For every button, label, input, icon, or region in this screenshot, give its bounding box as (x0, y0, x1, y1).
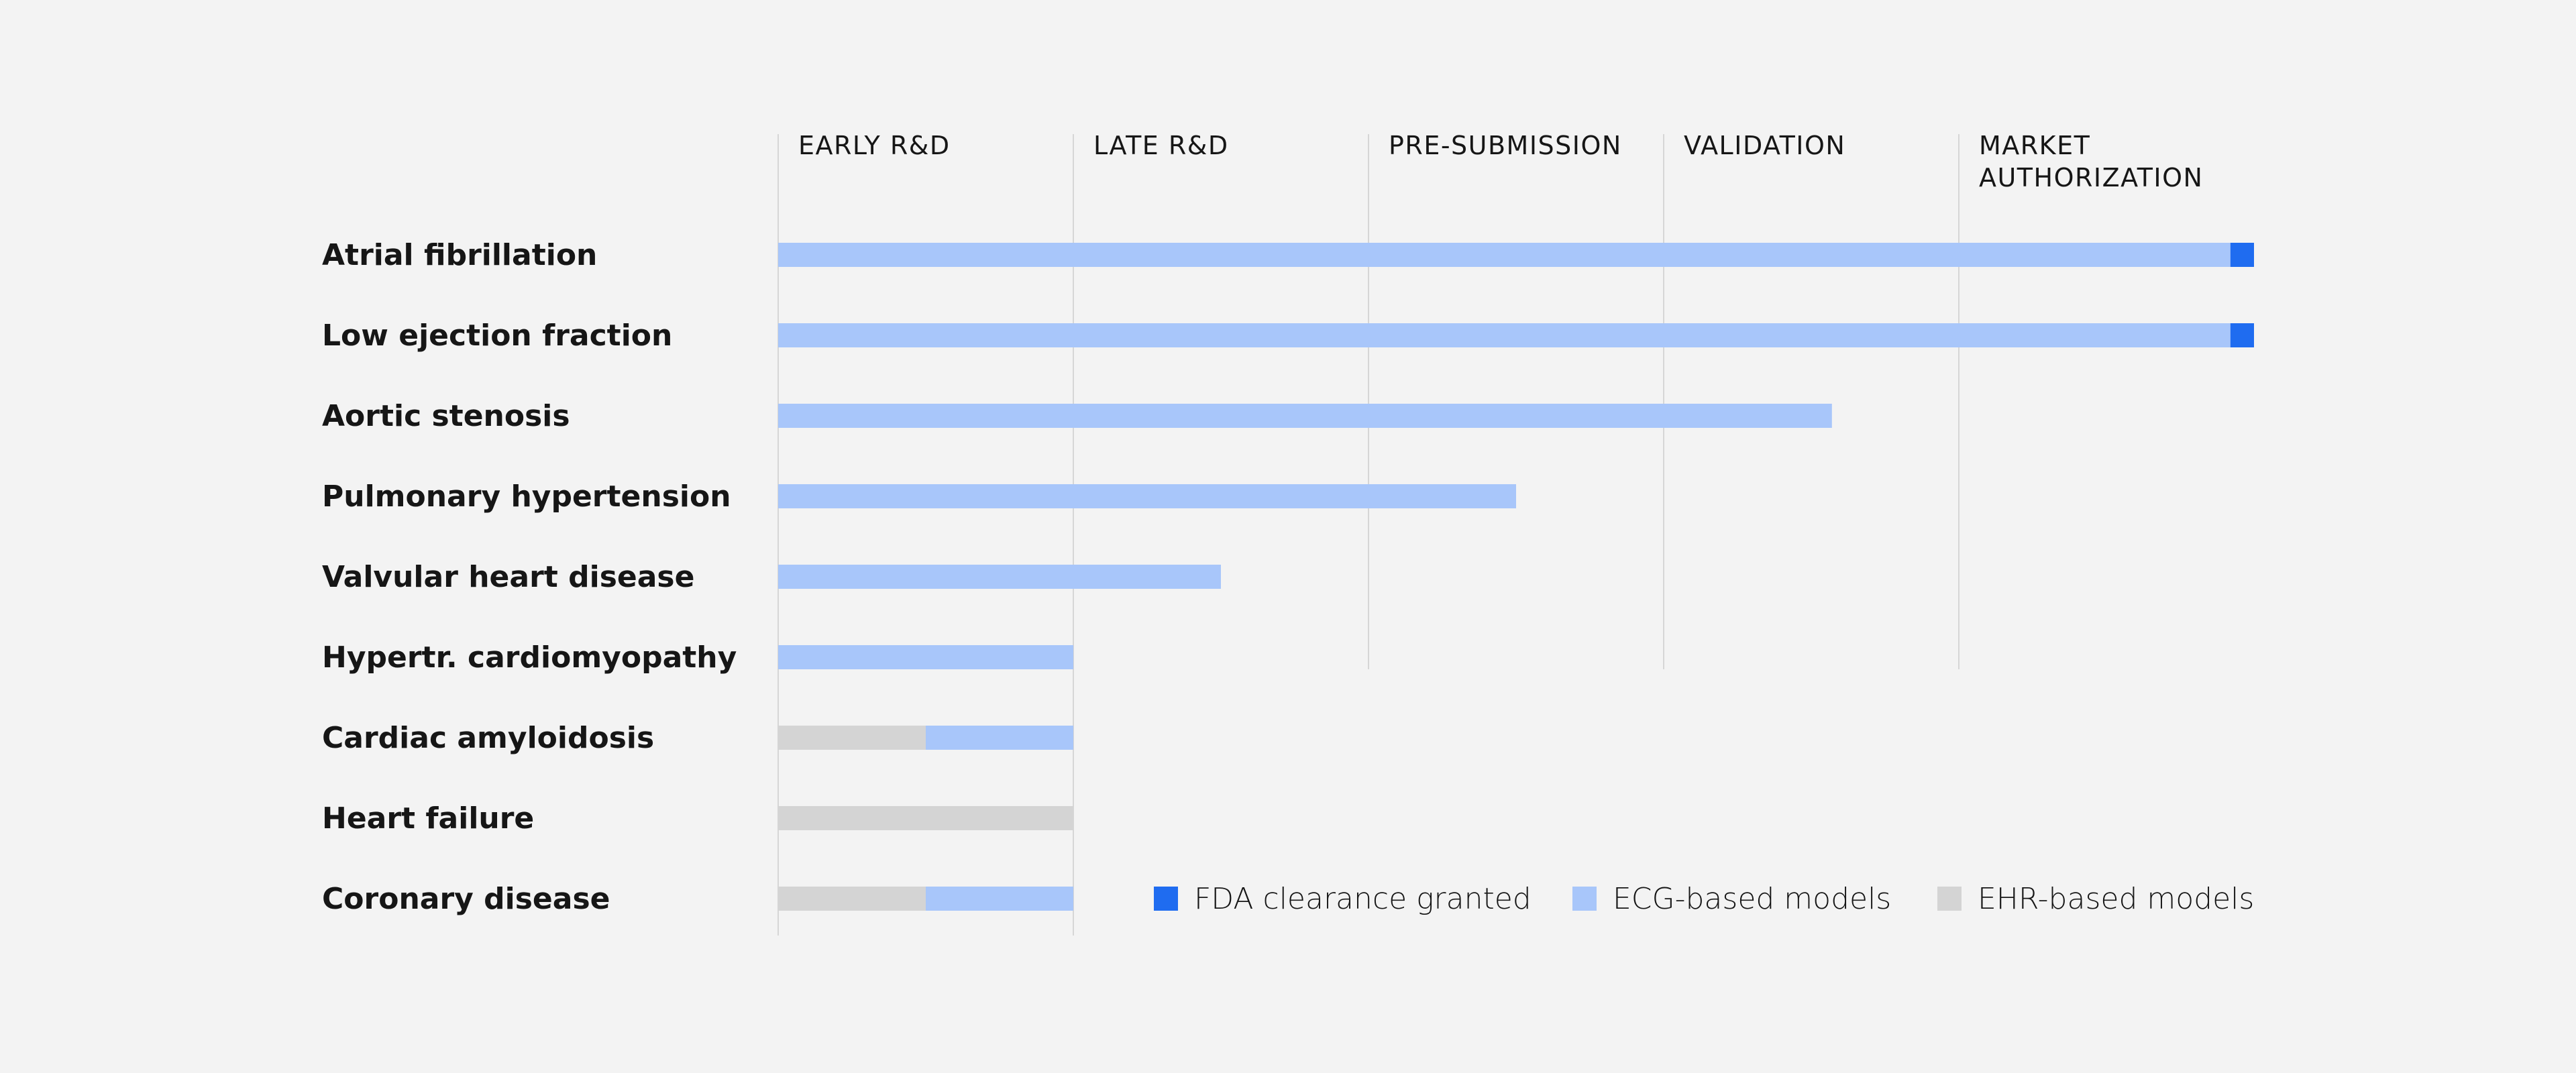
bar-pulmonary-hypertension-ecg-based-models (778, 484, 1516, 508)
legend-swatch-ehr-based-models (1937, 887, 1962, 911)
bar-coronary-disease-ehr-based-models (778, 887, 926, 911)
row-label-heart-failure: Heart failure (322, 801, 534, 836)
row-labels: Atrial fibrillation Low ejection fraction… (322, 238, 737, 916)
legend-swatch-ecg-based-models (1572, 887, 1597, 911)
bar-cardiac-amyloidosis-ehr-based-models (778, 726, 926, 750)
legend: FDA clearance granted ECG-based models EHR… (1154, 882, 2254, 916)
bar-atrial-fibrillation-ecg-based-models (778, 243, 2231, 267)
row-label-valvular-heart-disease: Valvular heart disease (322, 560, 694, 594)
bar-atrial-fibrillation-fda-clearance-granted (2230, 243, 2254, 267)
bar-low-ejection-fraction-ecg-based-models (778, 323, 2231, 347)
stage-label-validation: VALIDATION (1684, 131, 1845, 160)
stage-label-market-authorization: MARKET AUTHORIZATION (1979, 131, 2203, 192)
legend-label-fda-clearance-granted: FDA clearance granted (1194, 882, 1532, 916)
stage-label-early-r-d: EARLY R&D (798, 131, 951, 160)
stage-label-late-r-d: LATE R&D (1093, 131, 1229, 160)
bar-aortic-stenosis-ecg-based-models (778, 404, 1832, 428)
row-label-low-ejection-fraction: Low ejection fraction (322, 319, 672, 353)
bars (778, 243, 2254, 911)
row-label-coronary-disease: Coronary disease (322, 882, 610, 916)
bar-hypertr-cardiomyopathy-ecg-based-models (778, 645, 1073, 669)
legend-swatch-fda-clearance-granted (1154, 887, 1178, 911)
legend-label-ehr-based-models: EHR-based models (1978, 882, 2254, 916)
stage-label-pre-submission: PRE-SUBMISSION (1389, 131, 1622, 160)
bar-valvular-heart-disease-ecg-based-models (778, 565, 1221, 589)
row-label-hypertr-cardiomyopathy: Hypertr. cardiomyopathy (322, 640, 737, 675)
stage-headers: EARLY R&D LATE R&D PRE-SUBMISSION VALIDATIO… (798, 131, 2203, 192)
row-label-aortic-stenosis: Aortic stenosis (322, 399, 570, 433)
stage-gridlines (777, 134, 1960, 936)
bar-coronary-disease-ecg-based-models (926, 887, 1073, 911)
bar-cardiac-amyloidosis-ecg-based-models (926, 726, 1073, 750)
bar-heart-failure-ehr-based-models (778, 806, 1073, 830)
legend-label-ecg-based-models: ECG-based models (1613, 882, 1891, 916)
row-label-pulmonary-hypertension: Pulmonary hypertension (322, 479, 731, 514)
row-label-atrial-fibrillation: Atrial fibrillation (322, 238, 597, 272)
bar-low-ejection-fraction-fda-clearance-granted (2230, 323, 2254, 347)
row-label-cardiac-amyloidosis: Cardiac amyloidosis (322, 721, 654, 755)
